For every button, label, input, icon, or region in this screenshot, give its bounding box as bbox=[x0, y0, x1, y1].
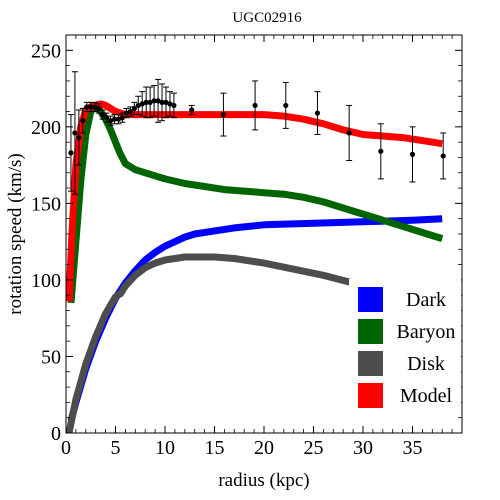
data-marker bbox=[314, 110, 321, 116]
data-point bbox=[409, 126, 416, 183]
y-tick-label: 100 bbox=[31, 270, 61, 292]
data-marker bbox=[171, 102, 177, 109]
legend-label-disk: Disk bbox=[407, 353, 445, 375]
data-point bbox=[123, 107, 130, 119]
data-marker bbox=[147, 99, 153, 105]
data-point bbox=[170, 92, 177, 119]
data-point bbox=[166, 91, 173, 117]
data-marker bbox=[131, 105, 137, 112]
data-point bbox=[131, 101, 138, 116]
data-point bbox=[151, 85, 158, 117]
data-point bbox=[155, 78, 162, 123]
data-point bbox=[127, 106, 134, 117]
data-point bbox=[135, 95, 142, 116]
legend-label-dark: Dark bbox=[406, 289, 446, 311]
data-marker bbox=[283, 102, 289, 109]
data-point bbox=[107, 115, 114, 126]
x-tick-label: 30 bbox=[353, 437, 373, 459]
x-tick-label: 25 bbox=[304, 437, 324, 459]
data-marker bbox=[409, 151, 416, 157]
series-line-disk bbox=[66, 253, 443, 433]
data-marker bbox=[163, 99, 169, 105]
data-marker bbox=[346, 130, 352, 136]
legend-swatch-model bbox=[358, 383, 383, 408]
data-marker bbox=[220, 112, 227, 118]
data-marker bbox=[167, 101, 173, 107]
data-point bbox=[139, 91, 146, 117]
data-point bbox=[79, 107, 86, 134]
x-tick-label: 5 bbox=[111, 437, 121, 459]
data-marker bbox=[252, 102, 258, 109]
data-marker bbox=[189, 107, 195, 113]
data-point bbox=[162, 86, 169, 119]
data-point bbox=[314, 91, 321, 135]
legend-label-model: Model bbox=[400, 385, 453, 407]
data-point bbox=[188, 104, 195, 116]
legend-swatch-baryon bbox=[358, 319, 383, 344]
observations-group bbox=[67, 71, 447, 195]
data-marker bbox=[88, 104, 94, 110]
legend: Dark Baryon Disk Model bbox=[349, 279, 461, 415]
data-point bbox=[377, 123, 384, 180]
legend-label-baryon: Baryon bbox=[397, 321, 456, 343]
data-point bbox=[75, 109, 82, 166]
legend-swatch-disk bbox=[358, 351, 383, 376]
data-marker bbox=[72, 130, 78, 136]
data-marker bbox=[76, 134, 82, 141]
data-marker bbox=[80, 118, 86, 124]
data-marker bbox=[143, 99, 149, 105]
data-marker bbox=[107, 118, 114, 124]
data-point bbox=[220, 92, 227, 137]
legend-swatch-dark bbox=[358, 287, 383, 312]
data-point bbox=[119, 112, 126, 123]
y-tick-label: 50 bbox=[41, 346, 61, 368]
y-axis-label: rotation speed (km/s) bbox=[5, 153, 26, 314]
data-marker bbox=[440, 153, 446, 159]
data-marker bbox=[159, 99, 165, 105]
plot-area bbox=[66, 71, 447, 433]
data-marker bbox=[115, 116, 122, 122]
data-point bbox=[440, 132, 447, 180]
data-marker bbox=[378, 148, 384, 154]
data-point bbox=[282, 81, 289, 129]
data-marker bbox=[111, 116, 118, 122]
data-point bbox=[115, 114, 122, 125]
data-marker bbox=[119, 115, 126, 121]
data-marker bbox=[135, 102, 141, 109]
chart-title: UGC02916 bbox=[232, 10, 302, 26]
x-axis-label: radius (kpc) bbox=[218, 470, 309, 491]
data-point bbox=[71, 71, 78, 195]
data-marker bbox=[155, 98, 161, 104]
data-point bbox=[91, 101, 98, 113]
y-axis: 0 50 100 150 200 250 bbox=[31, 40, 462, 445]
data-marker bbox=[139, 101, 145, 107]
x-tick-label: 0 bbox=[61, 437, 71, 459]
data-point bbox=[252, 80, 259, 131]
data-marker bbox=[84, 104, 90, 110]
data-marker bbox=[127, 108, 133, 115]
y-tick-label: 200 bbox=[31, 117, 61, 139]
data-point bbox=[103, 112, 110, 123]
data-marker bbox=[123, 110, 129, 116]
data-point bbox=[159, 83, 166, 122]
x-tick-label: 20 bbox=[254, 437, 274, 459]
y-tick-label: 250 bbox=[31, 40, 61, 62]
data-marker bbox=[151, 98, 157, 104]
series-line-model bbox=[66, 100, 443, 302]
x-tick-label: 15 bbox=[205, 437, 225, 459]
data-marker bbox=[92, 104, 98, 110]
x-tick-label: 35 bbox=[403, 437, 423, 459]
x-tick-label: 10 bbox=[155, 437, 175, 459]
x-axis: 0 5 10 15 20 25 30 35 bbox=[61, 35, 453, 459]
data-point bbox=[147, 86, 154, 119]
y-tick-label: 0 bbox=[51, 423, 61, 445]
data-point bbox=[346, 104, 353, 162]
data-marker bbox=[68, 150, 74, 156]
y-tick-label: 150 bbox=[31, 193, 61, 215]
data-point bbox=[67, 114, 74, 192]
